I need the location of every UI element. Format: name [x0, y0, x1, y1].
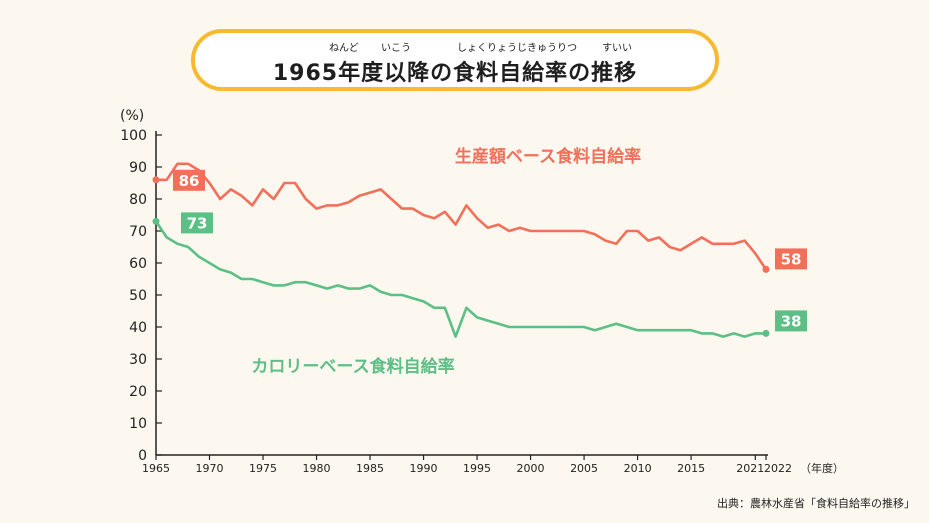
ruby-suii: すいい: [602, 43, 632, 54]
data-label: 73: [187, 214, 208, 232]
x-tick-label: 1980: [303, 462, 331, 475]
y-tick-label: 80: [129, 192, 147, 208]
data-label: 86: [179, 172, 200, 190]
series-line: [154, 162, 768, 271]
x-tick-label: 1975: [249, 462, 277, 475]
labels-layer: 86 58 生産額ベース食料自給率 73 38 カロリーベース食料自給率: [173, 146, 807, 377]
x-tick-label: 2015: [677, 462, 705, 475]
data-label-box: [181, 212, 213, 234]
series-point: [152, 176, 160, 184]
title-banner: ねんど いこう しょくりょうじきゅうりつ すいい 1965年度以降の食料自給率の…: [191, 29, 719, 91]
x-tick-label: 1990: [410, 462, 438, 475]
x-tick-label: 1995: [463, 462, 491, 475]
series-point: [762, 329, 770, 337]
data-label-box: [775, 248, 807, 270]
series-line: [154, 220, 768, 338]
data-label: 38: [781, 312, 802, 330]
y-tick-label: 90: [129, 160, 147, 176]
x-tick-label: 2010: [624, 462, 652, 475]
x-tick-label: 1965: [142, 462, 170, 475]
x-axis-label: （年度）: [800, 461, 844, 475]
y-tick-label: 40: [129, 320, 147, 336]
series-layer: [152, 162, 770, 338]
data-label-box: [775, 310, 807, 332]
series-name-label: 生産額ベース食料自給率: [455, 146, 641, 167]
y-tick-label: 10: [129, 416, 147, 432]
series-point: [762, 265, 770, 273]
source-note: 出典：農林水産省「食料自給率の推移」: [717, 497, 915, 510]
y-tick-label: 30: [129, 352, 147, 368]
series-point: [152, 217, 160, 225]
x-tick-label: 1970: [196, 462, 224, 475]
ruby-ikou: いこう: [381, 43, 411, 54]
chart-title: 1965年度以降の食料自給率の推移: [272, 61, 638, 86]
y-tick-label: 0: [138, 448, 147, 464]
y-axis-label: (%): [120, 108, 144, 124]
y-tick-label: 50: [129, 288, 147, 304]
x-tick-label: 2021: [736, 462, 764, 475]
x-tick-label: 1985: [356, 462, 384, 475]
x-tick-label: 2005: [570, 462, 598, 475]
y-tick-label: 60: [129, 256, 147, 272]
data-label-box: [173, 169, 205, 191]
data-label: 58: [781, 250, 802, 268]
x-tick-label: 2022: [764, 462, 792, 475]
y-tick-label: 20: [129, 384, 147, 400]
y-tick-label: 100: [120, 128, 147, 144]
x-tick-label: 2000: [517, 462, 545, 475]
y-tick-label: 70: [129, 224, 147, 240]
ruby-jikyuritsu: しょくりょうじきゅうりつ: [457, 43, 578, 54]
axes: 0 10 20 30 40 50 60 70 80 90 100 (%) 1965 1970 1975 198…: [120, 108, 844, 475]
series-name-label: カロリーベース食料自給率: [251, 356, 454, 377]
ruby-nendo: ねんど: [329, 43, 359, 54]
